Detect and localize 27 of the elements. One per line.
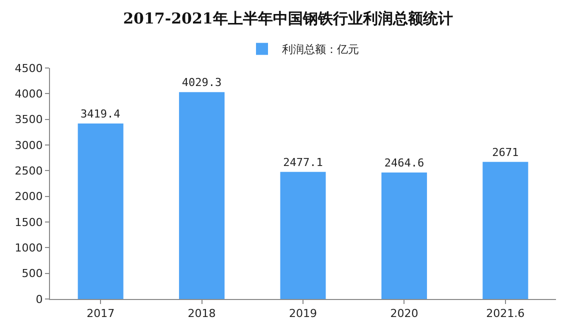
x-tick-label: 2018 <box>188 307 216 320</box>
data-label: 3419.4 <box>80 107 121 120</box>
y-tick-label: 3500 <box>14 113 43 126</box>
bar <box>280 172 326 299</box>
y-tick-label: 3000 <box>14 138 43 152</box>
x-tick-label: 2020 <box>390 307 418 320</box>
y-tick-label: 2500 <box>14 164 43 178</box>
y-tick-label: 500 <box>22 267 43 280</box>
x-tick-label: 2019 <box>289 307 317 320</box>
legend-label: 利润总额：亿元 <box>282 43 359 56</box>
y-tick-label: 0 <box>36 292 43 306</box>
x-tick-label: 2021.6 <box>486 307 525 320</box>
chart-title: 2017-2021年上半年中国钢铁行业利润总额统计 <box>123 10 453 28</box>
x-tick-label: 2017 <box>86 307 115 320</box>
y-tick-label: 4000 <box>14 88 43 101</box>
bar <box>482 162 528 299</box>
data-label: 2671 <box>492 146 519 159</box>
y-tick-label: 4500 <box>14 62 43 75</box>
data-label: 2477.1 <box>283 156 323 169</box>
bar <box>381 172 427 299</box>
data-label: 2464.6 <box>384 156 424 170</box>
bar <box>78 123 124 299</box>
data-label: 4029.3 <box>182 76 222 90</box>
y-tick-label: 1000 <box>14 242 43 255</box>
y-tick-label: 2000 <box>14 190 43 204</box>
y-tick-label: 1500 <box>14 216 43 229</box>
bar <box>179 92 225 299</box>
